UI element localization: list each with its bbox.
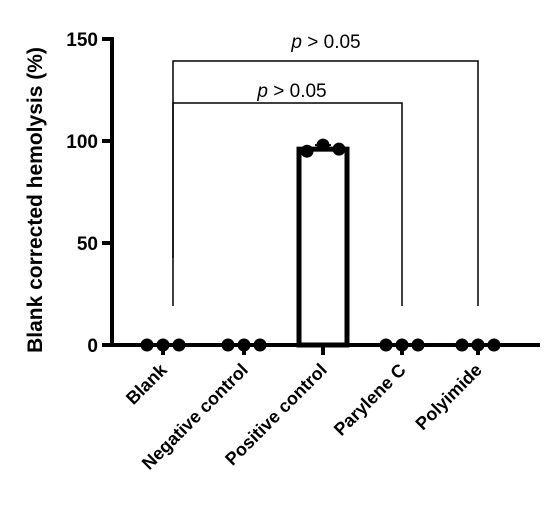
significance-label: p > 0.05 — [256, 81, 326, 102]
y-tick-label: 150 — [66, 30, 98, 51]
axes — [110, 37, 540, 355]
significance-label: p > 0.05 — [290, 32, 360, 53]
x-category-label: Polyimide — [412, 360, 486, 434]
significance-brackets: p > 0.05p > 0.05 — [172, 32, 479, 306]
p-value: > 0.05 — [268, 81, 327, 102]
y-axis-title: Blank corrected hemolysis (%) — [24, 47, 47, 353]
p-symbol: p — [256, 81, 268, 102]
bars — [296, 144, 350, 348]
y-tick-label: 0 — [87, 336, 98, 357]
bar — [296, 146, 350, 348]
y-axis-ticks: 0 50 100 150 — [66, 30, 112, 357]
data-point — [300, 144, 314, 158]
y-tick-label: 50 — [77, 234, 98, 255]
data-point — [316, 138, 330, 152]
x-category-label: Parylene C — [330, 360, 410, 440]
data-point — [332, 142, 346, 156]
x-category-label: Blank — [122, 359, 172, 409]
p-symbol: p — [290, 32, 302, 53]
significance-bracket — [172, 102, 403, 306]
y-tick-label: 100 — [66, 132, 98, 153]
p-value: > 0.05 — [302, 32, 361, 53]
